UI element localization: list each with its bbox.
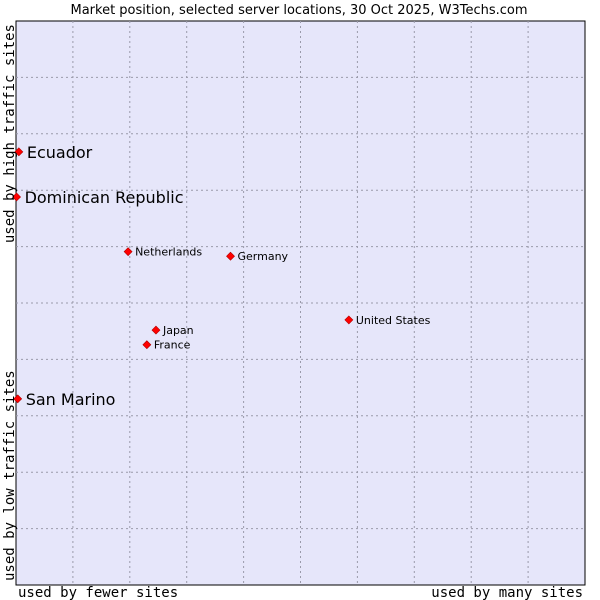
data-point-japan <box>151 325 161 335</box>
data-label-japan: Japan <box>162 324 194 337</box>
grid-lines <box>16 21 585 585</box>
data-label-ecuador: Ecuador <box>27 143 93 162</box>
data-point-ecuador <box>14 147 24 157</box>
y-axis-label-top: used by high traffic sites <box>2 24 18 243</box>
x-axis-label-left: used by fewer sites <box>18 585 178 600</box>
data-point-france <box>142 340 152 350</box>
data-label-netherlands: Netherlands <box>135 246 202 259</box>
data-label-san-marino: San Marino <box>26 390 116 409</box>
data-point-germany <box>226 251 235 261</box>
data-label-dominican-republic: Dominican Republic <box>25 188 184 207</box>
data-point-dominican-republic <box>12 192 21 202</box>
data-label-united-states: United States <box>356 314 431 327</box>
y-axis-label-bottom: used by low traffic sites <box>2 370 18 581</box>
data-point-united-states <box>344 315 354 325</box>
data-label-germany: Germany <box>238 250 289 263</box>
data-points: Ecuador Dominican Republic Netherlands Germ… <box>12 143 431 409</box>
chart-title: Market position, selected server locatio… <box>70 3 527 18</box>
data-point-netherlands <box>123 247 133 257</box>
x-axis-label-right: used by many sites <box>431 585 583 600</box>
data-point-san-marino <box>13 394 23 404</box>
data-label-france: France <box>154 339 191 352</box>
